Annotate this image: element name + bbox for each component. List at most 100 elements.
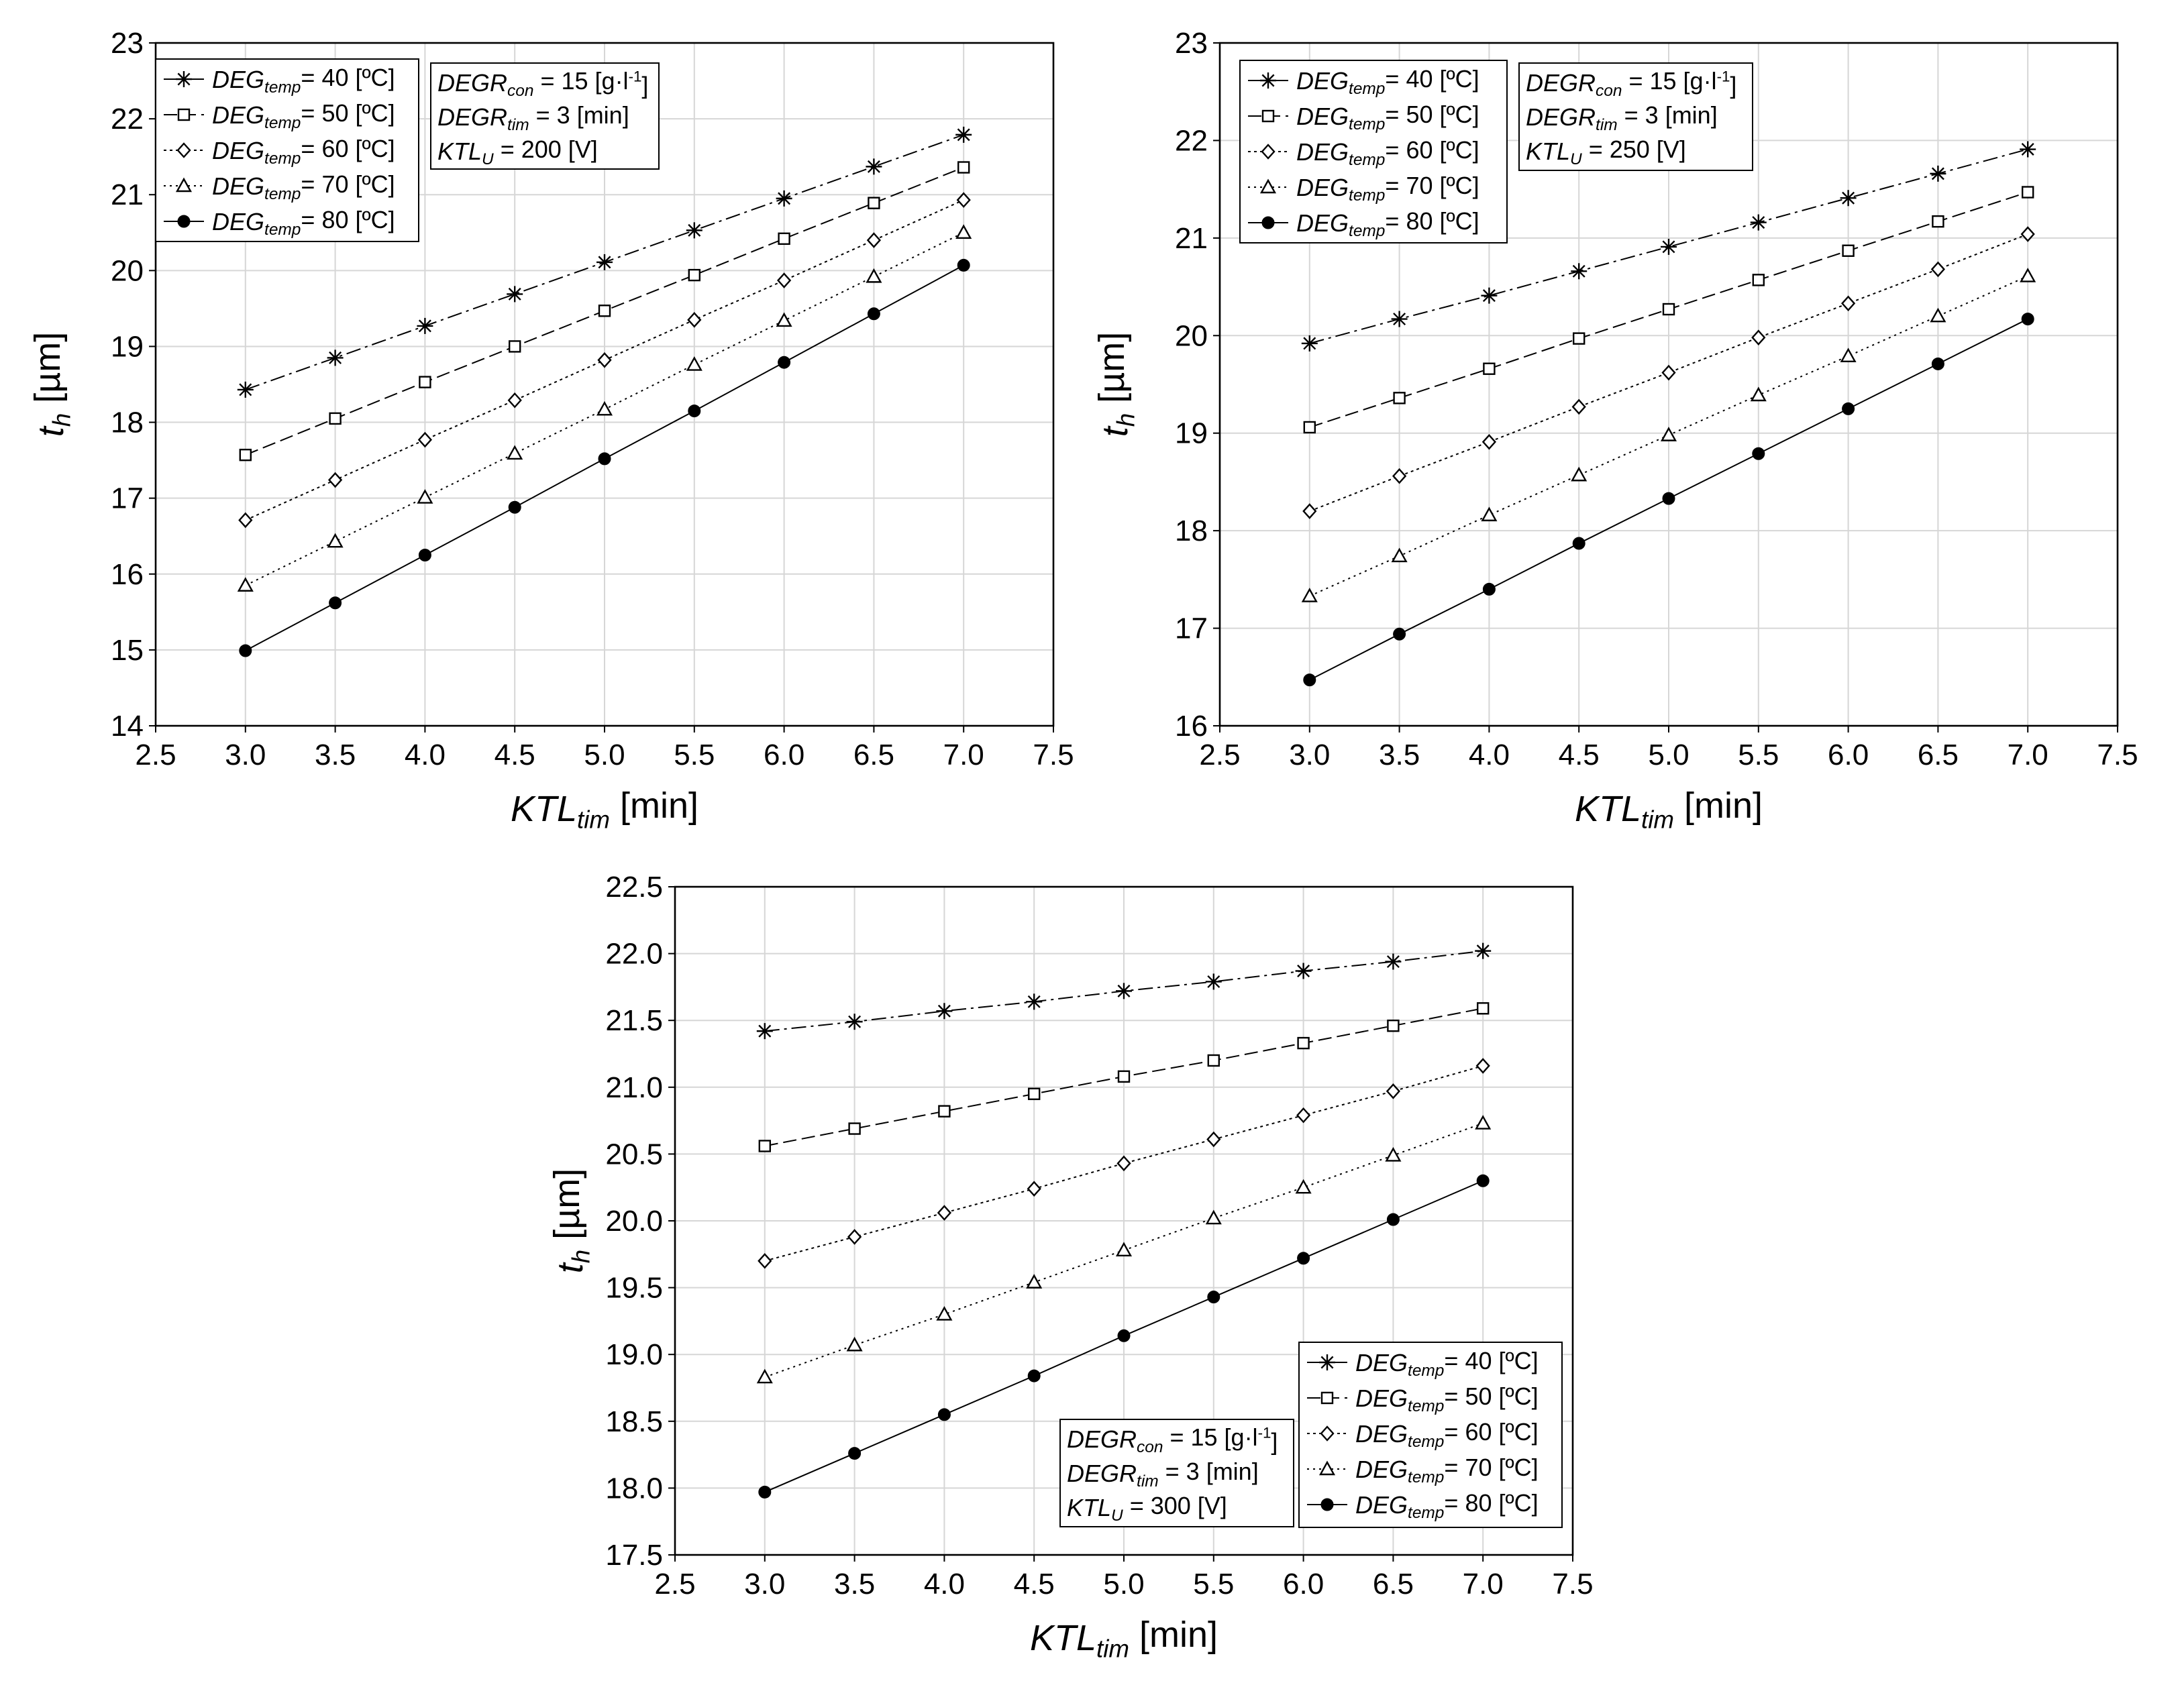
data-point bbox=[1662, 303, 1675, 316]
y-tick-label: 18.0 bbox=[605, 1472, 663, 1505]
legend: DEGtemp= 40 [ºC]DEGtemp= 50 [ºC]DEGtemp=… bbox=[1239, 60, 1508, 243]
y-tick-label: 21 bbox=[1175, 222, 1208, 255]
x-tick-label: 2.5 bbox=[135, 739, 176, 771]
y-axis-label: th [µm] bbox=[28, 332, 75, 437]
y-tick-label: 22 bbox=[111, 103, 144, 135]
y-tick-label: 19 bbox=[111, 330, 144, 363]
data-point bbox=[1930, 261, 1946, 278]
legend-item: DEGtemp= 80 [ºC] bbox=[1307, 1489, 1539, 1522]
legend-label: DEGtemp= 70 [ºC] bbox=[1355, 1454, 1539, 1486]
y-tick-label: 14 bbox=[111, 710, 144, 743]
data-point bbox=[1301, 588, 1318, 602]
series-diamond bbox=[1302, 226, 2035, 519]
series-circle bbox=[239, 258, 970, 657]
legend-marker bbox=[1320, 1498, 1334, 1511]
info-line: DEGRcon = 15 [g·l-1] bbox=[1067, 1423, 1278, 1456]
x-tick-label: 5.5 bbox=[674, 739, 715, 771]
data-point bbox=[1297, 1036, 1310, 1050]
data-point bbox=[1297, 1252, 1310, 1265]
x-tick-label: 6.5 bbox=[1918, 739, 1959, 771]
y-tick-label: 17 bbox=[1175, 612, 1208, 645]
legend-label: DEGtemp= 60 [ºC] bbox=[212, 135, 395, 168]
data-point bbox=[1571, 398, 1586, 415]
info-line: KTLU = 250 [V] bbox=[1526, 135, 1686, 168]
legend-marker bbox=[176, 71, 192, 87]
data-point bbox=[957, 161, 970, 174]
series-triangle bbox=[237, 224, 972, 592]
legend-marker bbox=[1318, 1460, 1336, 1476]
data-point bbox=[686, 356, 703, 371]
data-point bbox=[758, 1485, 772, 1499]
series-line bbox=[1309, 233, 2028, 512]
data-point bbox=[1116, 983, 1132, 999]
data-point bbox=[327, 349, 344, 366]
data-point bbox=[688, 404, 701, 418]
data-point bbox=[329, 412, 342, 425]
data-point bbox=[239, 644, 252, 657]
data-point bbox=[329, 596, 342, 610]
legend-label: DEGtemp= 70 [ºC] bbox=[1296, 172, 1479, 205]
x-ticks: 2.5 3.0 3.5 4.0 4.5 5.0 5.5 6.0 6.5 7.0 7.5 bbox=[135, 726, 1074, 771]
info-line: KTLU = 300 [V] bbox=[1067, 1492, 1227, 1525]
data-point bbox=[1572, 537, 1585, 550]
data-point bbox=[1475, 1058, 1490, 1074]
data-point bbox=[937, 1205, 952, 1221]
data-point bbox=[1475, 942, 1492, 959]
data-point bbox=[1481, 287, 1498, 304]
legend-frame bbox=[1298, 1342, 1563, 1528]
data-point bbox=[776, 312, 792, 327]
legend-label: DEGtemp= 50 [ºC] bbox=[212, 99, 395, 132]
y-tick-label: 18 bbox=[1175, 514, 1208, 547]
y-tick-label: 16 bbox=[111, 558, 144, 591]
data-point bbox=[238, 512, 253, 529]
data-point bbox=[507, 445, 523, 460]
info-line: DEGRtim = 3 [min] bbox=[1526, 101, 1718, 134]
data-point bbox=[507, 392, 522, 409]
x-tick-label: 3.0 bbox=[1289, 739, 1330, 771]
data-point bbox=[1840, 295, 1856, 312]
data-point bbox=[866, 158, 882, 175]
data-point bbox=[778, 232, 790, 246]
data-point bbox=[327, 533, 344, 548]
data-point bbox=[846, 1336, 863, 1352]
legend-item: DEGtemp= 40 [ºC] bbox=[1307, 1347, 1539, 1380]
data-point bbox=[1117, 1070, 1131, 1083]
y-tick-label: 20.5 bbox=[605, 1138, 663, 1171]
data-point bbox=[2020, 141, 2036, 158]
info-line: DEGRtim = 3 [min] bbox=[437, 101, 629, 134]
info-line: DEGRtim = 3 [min] bbox=[1067, 1458, 1259, 1490]
legend-item: DEGtemp= 70 [ºC] bbox=[1307, 1454, 1539, 1486]
y-tick-label: 21.5 bbox=[605, 1004, 663, 1037]
data-point bbox=[756, 1368, 773, 1384]
data-point bbox=[2020, 268, 2036, 282]
data-point bbox=[237, 577, 254, 592]
chart-1: 2.5 3.0 3.5 4.0 4.5 5.0 5.5 6.0 6.5 7.0 7.51415161… bbox=[28, 27, 1074, 833]
x-tick-label: 6.5 bbox=[853, 739, 894, 771]
data-point bbox=[1391, 547, 1408, 563]
data-point bbox=[867, 307, 880, 321]
data-point bbox=[1476, 1174, 1490, 1187]
data-point bbox=[237, 381, 254, 398]
y-tick-label: 19.0 bbox=[605, 1338, 663, 1371]
data-point bbox=[1481, 434, 1497, 450]
data-point bbox=[1205, 1209, 1222, 1225]
series-diamond bbox=[238, 192, 971, 529]
data-point bbox=[1295, 1179, 1312, 1194]
legend-label: DEGtemp= 70 [ºC] bbox=[212, 170, 395, 203]
x-tick-label: 3.0 bbox=[744, 1568, 785, 1601]
data-point bbox=[688, 268, 701, 282]
y-axis-label: th [µm] bbox=[547, 1169, 594, 1274]
data-point bbox=[239, 448, 252, 462]
legend-frame bbox=[155, 58, 419, 242]
data-point bbox=[1750, 214, 1767, 231]
data-point bbox=[1393, 627, 1406, 641]
data-point bbox=[1571, 263, 1588, 280]
data-point bbox=[1391, 311, 1408, 327]
data-point bbox=[1205, 973, 1222, 990]
data-point bbox=[1027, 1087, 1041, 1100]
y-tick-label: 19.5 bbox=[605, 1272, 663, 1305]
data-point bbox=[1206, 1131, 1221, 1148]
y-tick-label: 22.0 bbox=[605, 938, 663, 971]
legend-item: DEGtemp= 60 [ºC] bbox=[1248, 136, 1479, 169]
